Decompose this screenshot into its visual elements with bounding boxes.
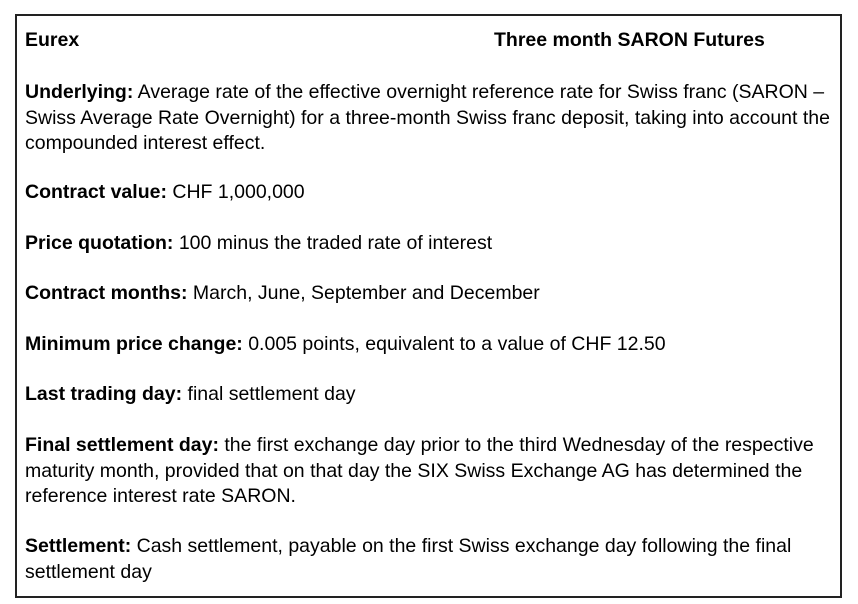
settlement-paragraph: Settlement: Cash settlement, payable on … bbox=[25, 534, 833, 585]
last-trading-day-paragraph: Last trading day: final settlement day bbox=[25, 382, 833, 408]
minimum-price-change-text: 0.005 points, equivalent to a value of C… bbox=[242, 333, 666, 355]
minimum-price-change-paragraph: Minimum price change: 0.005 points, equi… bbox=[25, 332, 833, 358]
last-trading-day-text: final settlement day bbox=[182, 383, 356, 405]
final-settlement-day-label: Final settlement day: bbox=[25, 434, 219, 456]
settlement-label: Settlement: bbox=[25, 535, 132, 557]
underlying-paragraph: Underlying: Average rate of the effectiv… bbox=[25, 80, 833, 157]
final-settlement-day-paragraph: Final settlement day: the first exchange… bbox=[25, 433, 833, 510]
exchange-name: Eurex bbox=[25, 29, 80, 51]
contract-months-text: March, June, September and December bbox=[187, 282, 540, 304]
final-settlement-day-text: the first exchange day prior to the thir… bbox=[25, 434, 814, 507]
underlying-label: Underlying: bbox=[25, 81, 134, 103]
settlement-text: Cash settlement, payable on the first Sw… bbox=[25, 535, 792, 583]
contract-value-text: CHF 1,000,000 bbox=[166, 181, 305, 203]
contract-months-label: Contract months: bbox=[25, 282, 188, 304]
minimum-price-change-label: Minimum price change: bbox=[25, 333, 243, 355]
contract-value-label: Contract value: bbox=[25, 181, 167, 203]
last-trading-day-label: Last trading day: bbox=[25, 383, 183, 405]
contract-value-paragraph: Contract value: CHF 1,000,000 bbox=[25, 180, 833, 206]
price-quotation-text: 100 minus the traded rate of interest bbox=[173, 232, 493, 254]
price-quotation-paragraph: Price quotation: 100 minus the traded ra… bbox=[25, 231, 833, 257]
product-title: Three month SARON Futures bbox=[494, 29, 765, 51]
price-quotation-label: Price quotation: bbox=[25, 232, 174, 254]
header-row: Eurex Three month SARON Futures bbox=[25, 29, 830, 53]
underlying-text: Average rate of the effective overnight … bbox=[25, 81, 830, 154]
contract-spec-box: Eurex Three month SARON Futures Underlyi… bbox=[15, 14, 842, 598]
contract-months-paragraph: Contract months: March, June, September … bbox=[25, 281, 833, 307]
